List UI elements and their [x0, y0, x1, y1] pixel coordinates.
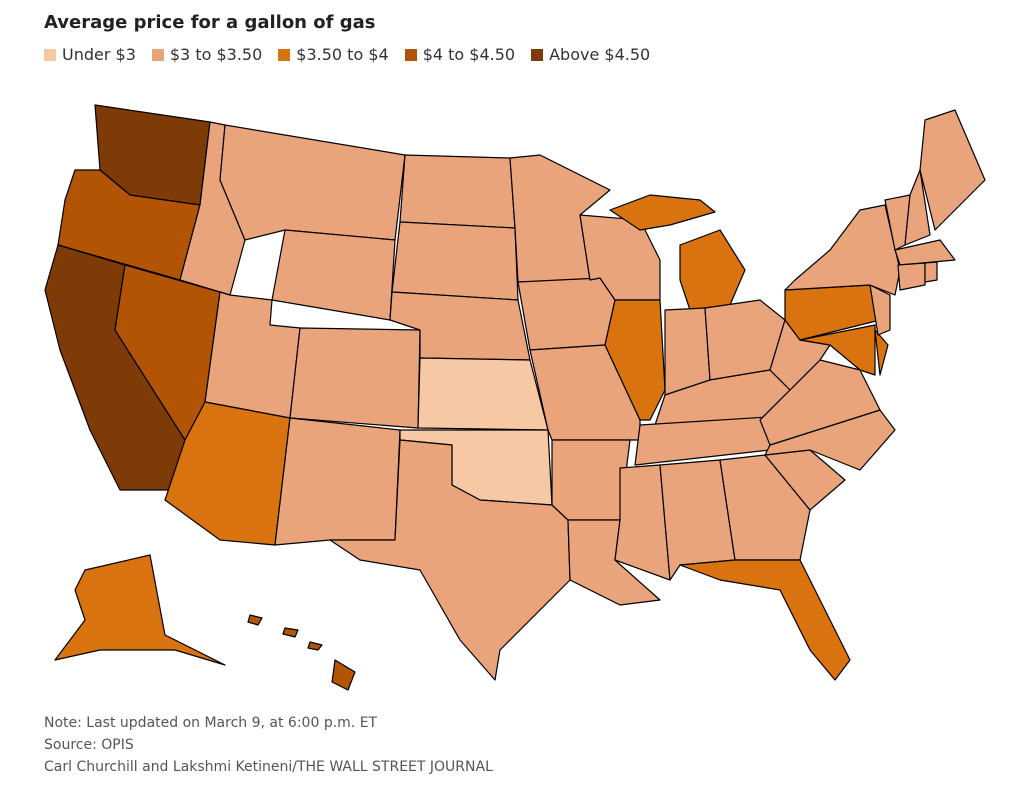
- legend: Under $3 $3 to $3.50 $3.50 to $4 $4 to $4.5…: [44, 45, 650, 64]
- region: [271, 229, 396, 321]
- legend-item: $4 to $4.50: [404, 45, 516, 64]
- region: [417, 357, 549, 431]
- legend-label: $4 to $4.50: [422, 45, 516, 64]
- region: [609, 194, 716, 231]
- legend-swatch: [151, 48, 164, 61]
- legend-label: Under $3: [62, 45, 136, 64]
- region: [719, 454, 811, 561]
- legend-label: $3 to $3.50: [169, 45, 263, 64]
- region: [551, 439, 631, 521]
- region: [307, 641, 323, 651]
- region: [399, 154, 516, 229]
- region: [54, 554, 226, 666]
- legend-label: Above $4.50: [549, 45, 651, 64]
- region: [874, 329, 889, 376]
- legend-swatch: [404, 48, 417, 61]
- region: [247, 614, 263, 626]
- note: Source: OPIS: [44, 737, 134, 753]
- notes: Note: Last updated on March 9, at 6:00 p…: [44, 712, 493, 778]
- region: [679, 559, 851, 681]
- legend-item: Under $3: [44, 45, 136, 64]
- region: [679, 229, 746, 311]
- region: [869, 284, 891, 336]
- region: [274, 417, 401, 546]
- region: [329, 439, 571, 681]
- region: [784, 204, 901, 296]
- note: Carl Churchill and Lakshmi Ketineni/THE …: [44, 759, 493, 775]
- legend-swatch: [531, 48, 544, 61]
- region: [919, 109, 986, 231]
- region: [517, 277, 616, 351]
- legend-item: $3.50 to $4: [278, 45, 389, 64]
- legend-swatch: [44, 48, 56, 61]
- legend-label: $3.50 to $4: [296, 45, 389, 64]
- region: [282, 627, 299, 638]
- region: [894, 239, 956, 266]
- region: [331, 659, 356, 691]
- legend-item: $3 to $3.50: [151, 45, 263, 64]
- legend-item: Above $4.50: [531, 45, 650, 64]
- note: Note: Last updated on March 9, at 6:00 p…: [44, 715, 378, 731]
- region: [904, 169, 931, 246]
- region: [897, 262, 926, 291]
- region: [799, 324, 876, 376]
- region: [289, 327, 421, 429]
- map-title: Average price for a gallon of gas: [44, 12, 376, 33]
- region: [614, 464, 671, 581]
- region: [391, 221, 519, 301]
- region: [924, 261, 938, 283]
- region: [219, 124, 406, 241]
- region: [604, 299, 666, 421]
- region: [204, 291, 301, 419]
- legend-swatch: [278, 48, 291, 61]
